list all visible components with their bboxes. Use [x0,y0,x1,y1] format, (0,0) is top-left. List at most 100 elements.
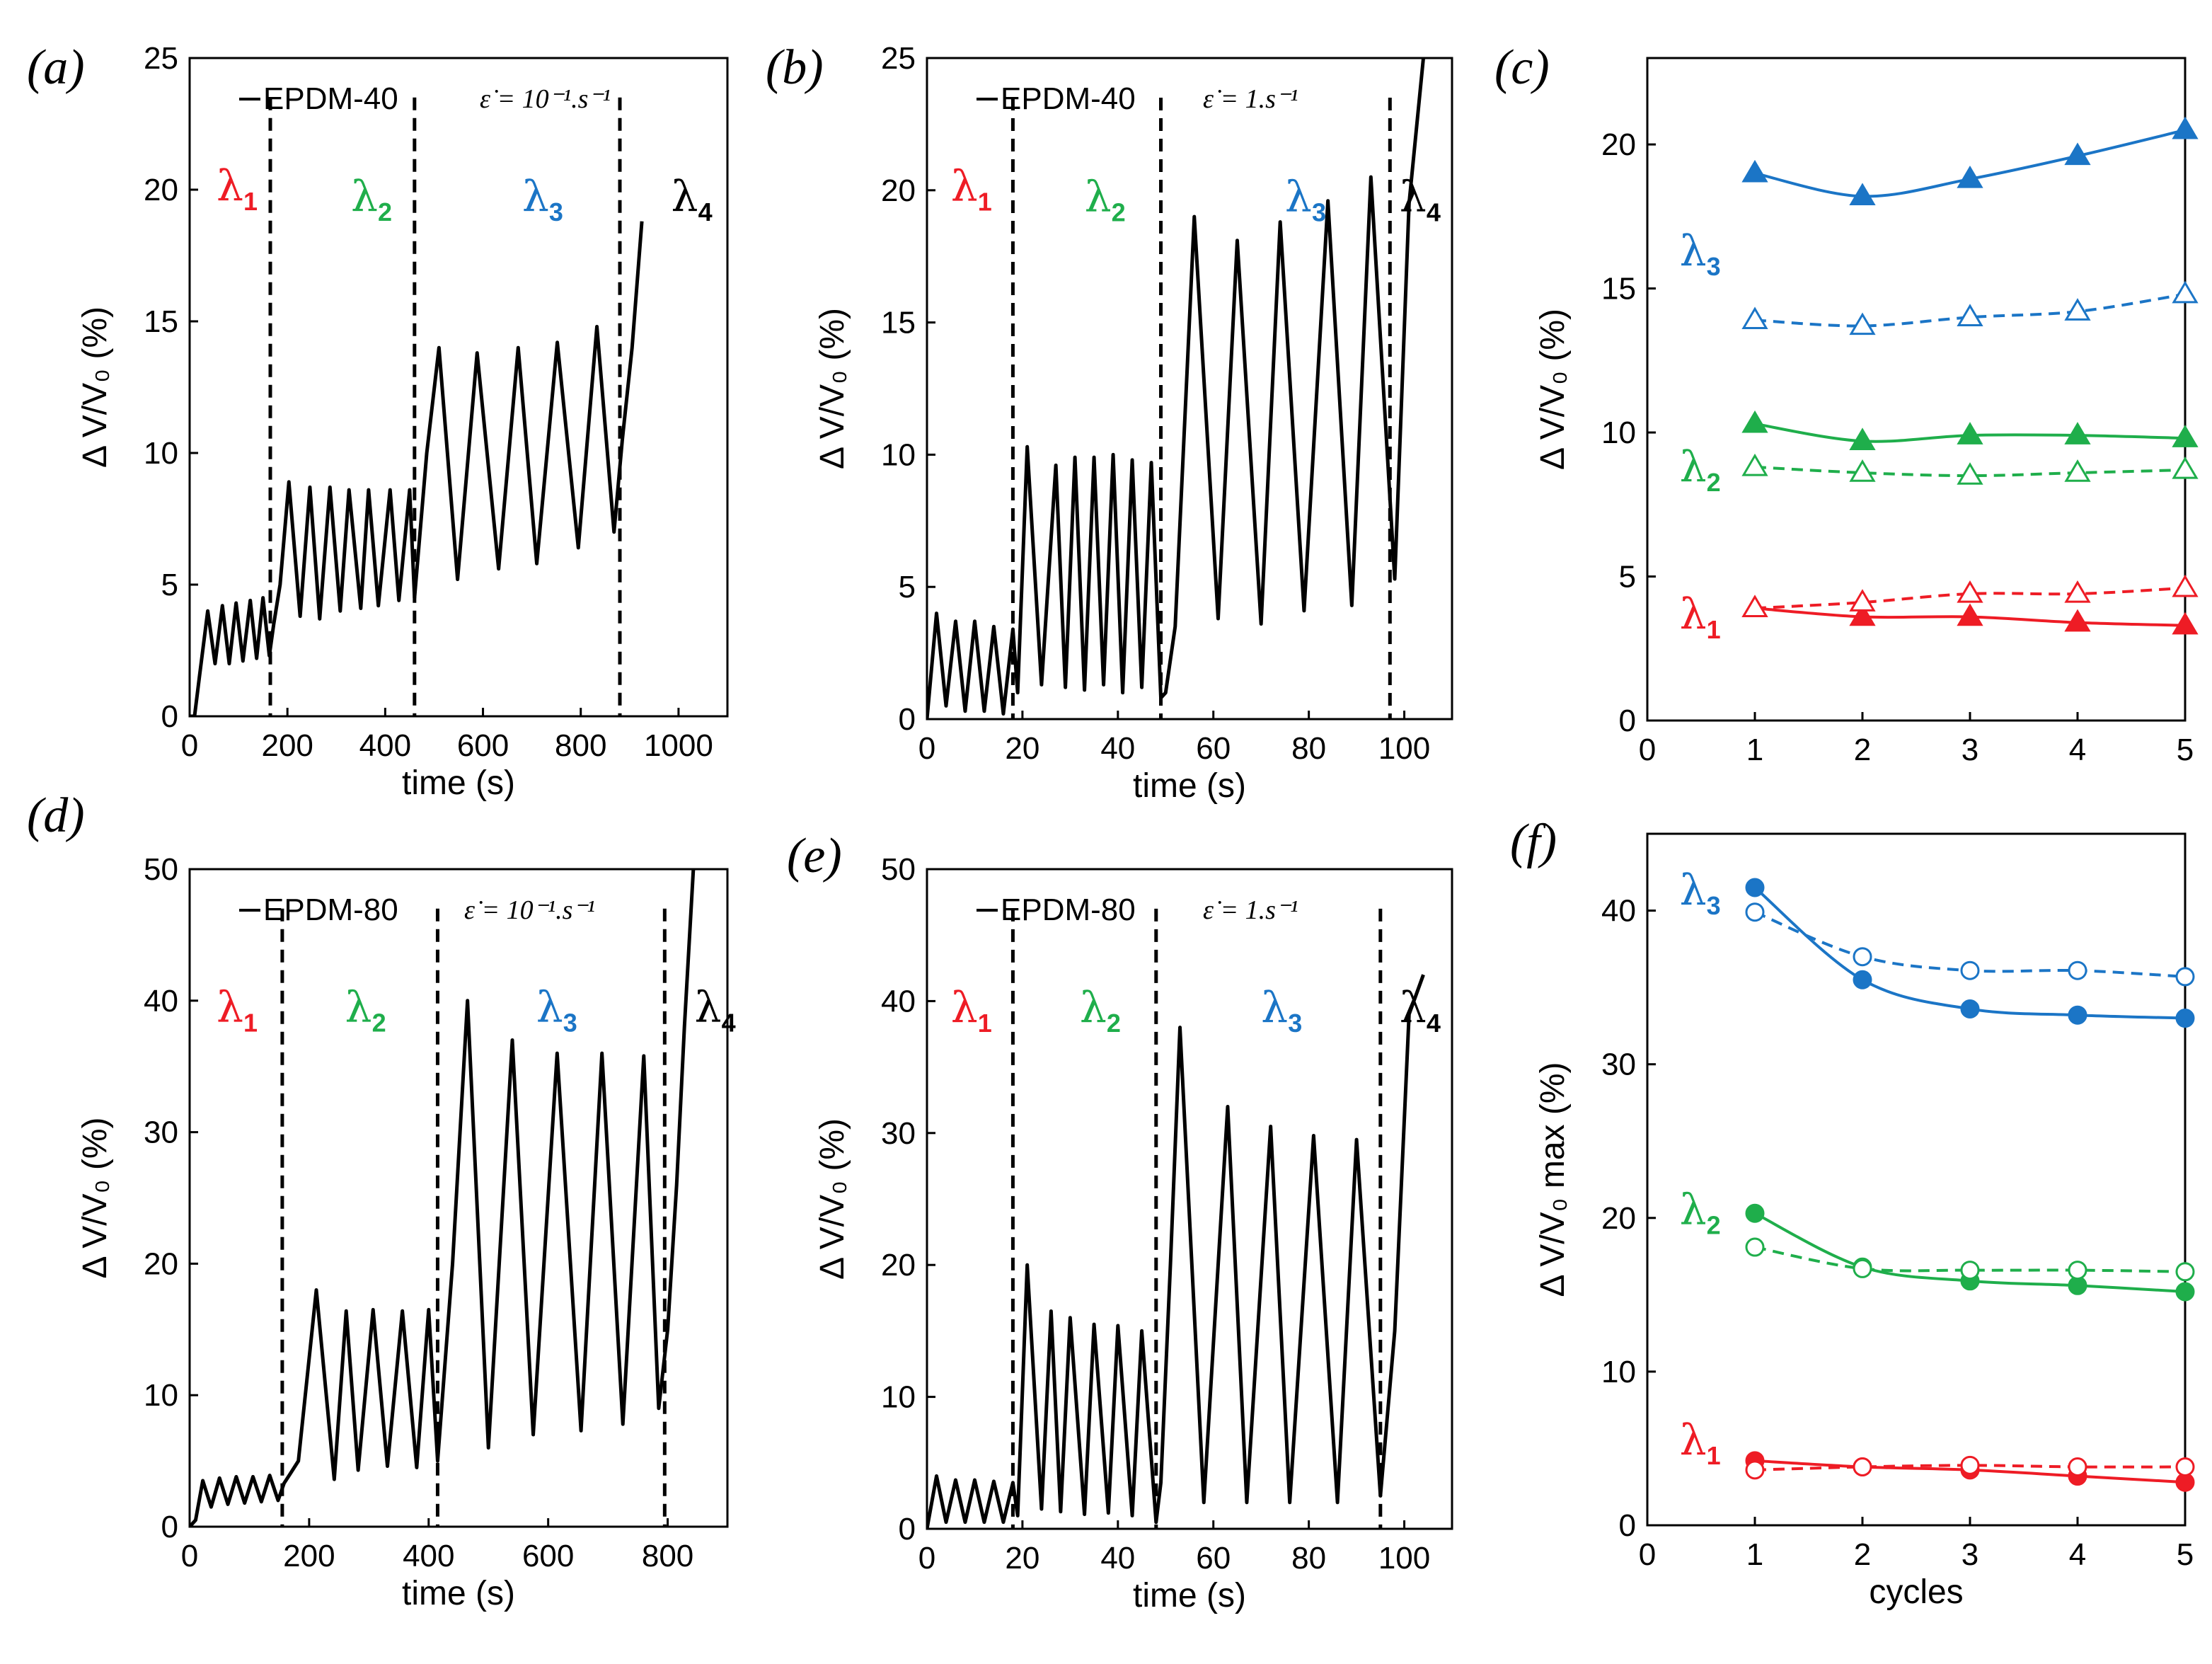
triangle-marker [2172,425,2199,447]
x-tick-label: 1 [1746,1537,1763,1572]
x-tick-label: 5 [2177,1537,2194,1572]
lambda-3-label: λ3 [522,172,563,226]
triangle-marker [2172,280,2199,304]
plot-area [1754,128,2185,627]
panel-b: 0 20 40 60 80 100 0 5 10 15 20 25 time (s) Δ V/V₀ (%)… [766,40,1453,805]
panel-f: 0 1 2 3 4 5 0 10 20 30 40 cycles Δ V/V₀ max (%) (f) λ1… [1510,815,2195,1611]
lambda-3-label: λ3 [1285,173,1326,227]
x-axis-label: cycles [1869,1573,1963,1611]
plot-frame [188,57,729,718]
panel-c: 0 1 2 3 4 5 0 5 10 15 20 Δ V/V₀ (%) (c) λ1 λ2 λ3 [1494,40,2199,767]
circle-marker [1960,1455,1980,1475]
circle-marker [1745,1237,1765,1257]
plot-frame [1646,57,2187,722]
x-axis-label: time (s) [1133,767,1246,805]
legend-label: EPDM-80 [263,893,398,927]
lambda-4-label: λ4 [1400,173,1441,227]
lambda-1-label: λ1 [951,162,992,217]
triangle-marker [1957,580,1983,603]
y-axis-label: Δ V/V₀ (%) [76,306,114,468]
circle-marker [2068,1005,2087,1025]
lambda-1-label: λ1 [217,161,258,216]
y-tick-label: 40 [144,984,178,1019]
triangle-marker [2064,459,2091,482]
x-tick-label: 3 [1962,733,1978,767]
x-tick-label: 100 [1378,731,1430,766]
x-tick-label: 200 [283,1539,335,1573]
triangle-marker [1849,603,1876,626]
circle-marker [2175,967,2195,987]
panel-letter: (a) [27,40,85,95]
lambda-4-label: λ4 [672,172,713,226]
y-tick-label: 30 [144,1115,178,1150]
triangle-marker [2064,580,2091,603]
circle-marker [1853,970,1872,989]
circle-marker [2068,960,2087,980]
x-axis-label: time (s) [1133,1577,1246,1614]
panel-a: 0 200 400 600 800 1000 0 5 10 15 20 25 time (s) Δ V/V… [27,40,729,802]
circle-marker [2175,1009,2195,1028]
y-tick-label: 0 [1619,704,1636,738]
y-tick-label: 20 [1601,1201,1636,1236]
lambda-1-label: λ1 [217,983,258,1038]
circle-marker [1745,1460,1765,1480]
triangle-marker [1957,422,1983,444]
circle-marker [2068,1261,2087,1280]
triangle-marker [1849,428,1876,450]
x-tick-label: 40 [1100,1541,1135,1576]
panel-letter: (e) [787,829,842,883]
triangle-marker [2172,456,2199,479]
y-tick-label: 15 [881,306,916,340]
y-axis-label: Δ V/V₀ (%) [76,1117,114,1278]
x-tick-label: 60 [1196,731,1231,766]
x-tick-label: 5 [2177,733,2194,767]
x-tick-label: 0 [181,728,198,763]
y-tick-label: 10 [1601,1355,1636,1389]
y-tick-label: 25 [881,41,916,76]
triangle-marker [1957,304,1983,326]
x-tick-label: 80 [1291,1541,1326,1576]
x-tick-label: 0 [1639,733,1656,767]
triangle-marker [1741,159,1768,183]
circle-marker [1960,1261,1980,1280]
lambda-1-label: λ1 [1680,590,1721,644]
series-line [1753,886,2185,1020]
y-tick-label: 30 [1601,1048,1636,1082]
rate-label: ε̇ = 10⁻¹.s⁻¹ [464,895,595,925]
x-tick-label: 100 [1378,1541,1430,1576]
y-tick-label: 20 [144,1246,178,1281]
x-tick-label: 600 [522,1539,574,1573]
circle-marker [1745,1203,1765,1223]
circle-marker [1853,1258,1872,1278]
triangle-marker [1957,603,1983,626]
y-axis-label: Δ V/V₀ (%) [814,308,851,469]
x-tick-label: 80 [1291,731,1326,766]
x-tick-label: 400 [403,1539,454,1573]
y-tick-label: 15 [144,304,178,339]
x-tick-label: 1 [1746,733,1763,767]
y-tick-label: 40 [881,984,916,1019]
x-tick-label: 20 [1005,731,1039,766]
triangle-marker [1849,589,1876,612]
y-tick-label: 20 [1601,127,1636,162]
y-tick-label: 15 [1601,272,1636,306]
y-tick-label: 20 [881,1248,916,1283]
x-tick-label: 600 [457,728,509,763]
panel-letter: (b) [766,40,824,95]
legend-label: EPDM-80 [1001,893,1136,927]
x-tick-label: 4 [2069,1537,2086,1572]
triangle-marker [1957,462,1983,485]
x-tick-label: 2 [1854,1537,1871,1572]
triangle-marker [1741,410,1768,433]
y-axis-label: Δ V/V₀ max (%) [1534,1062,1572,1297]
lambda-2-label: λ2 [1080,983,1121,1038]
y-tick-label: 20 [881,173,916,208]
series-line [1754,292,2185,328]
circle-marker [1853,947,1872,967]
x-tick-label: 1000 [644,728,713,763]
y-tick-label: 0 [161,699,178,734]
y-tick-label: 10 [881,437,916,472]
lambda-2-label: λ2 [1085,173,1126,227]
y-tick-label: 0 [161,1510,178,1544]
lambda-3-label: λ3 [1680,226,1721,281]
